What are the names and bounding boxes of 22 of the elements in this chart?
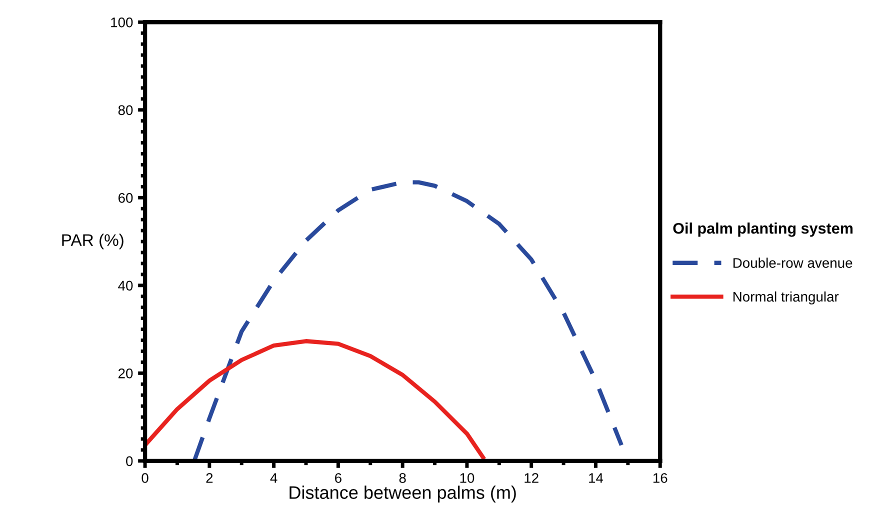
legend-label: Double-row avenue <box>733 258 852 268</box>
y-tick-label: 80 <box>118 105 133 116</box>
y-tick-label: 40 <box>118 280 133 291</box>
x-tick-label: 16 <box>653 473 668 483</box>
y-axis-title: PAR (%) <box>62 234 124 250</box>
y-tick-label: 100 <box>111 17 133 28</box>
x-tick-label: 6 <box>335 473 342 483</box>
line-series <box>192 180 624 461</box>
x-tick-label: 2 <box>206 473 213 483</box>
x-tick-label: 10 <box>460 473 474 483</box>
x-tick-label: 12 <box>524 473 538 483</box>
y-tick-label: 0 <box>126 456 133 466</box>
legend-title: Oil palm planting system <box>673 222 853 237</box>
legend-label: Normal triangular <box>733 291 839 304</box>
x-tick-label: 14 <box>589 473 604 483</box>
line-series <box>145 339 486 460</box>
x-tick-label: 4 <box>270 473 278 483</box>
x-axis-title: Distance between palms (m) <box>290 486 516 503</box>
y-tick-label: 20 <box>118 368 133 378</box>
x-tick-label: 8 <box>399 473 406 483</box>
y-tick-label: 60 <box>118 192 133 203</box>
x-tick-label: 0 <box>142 473 148 483</box>
